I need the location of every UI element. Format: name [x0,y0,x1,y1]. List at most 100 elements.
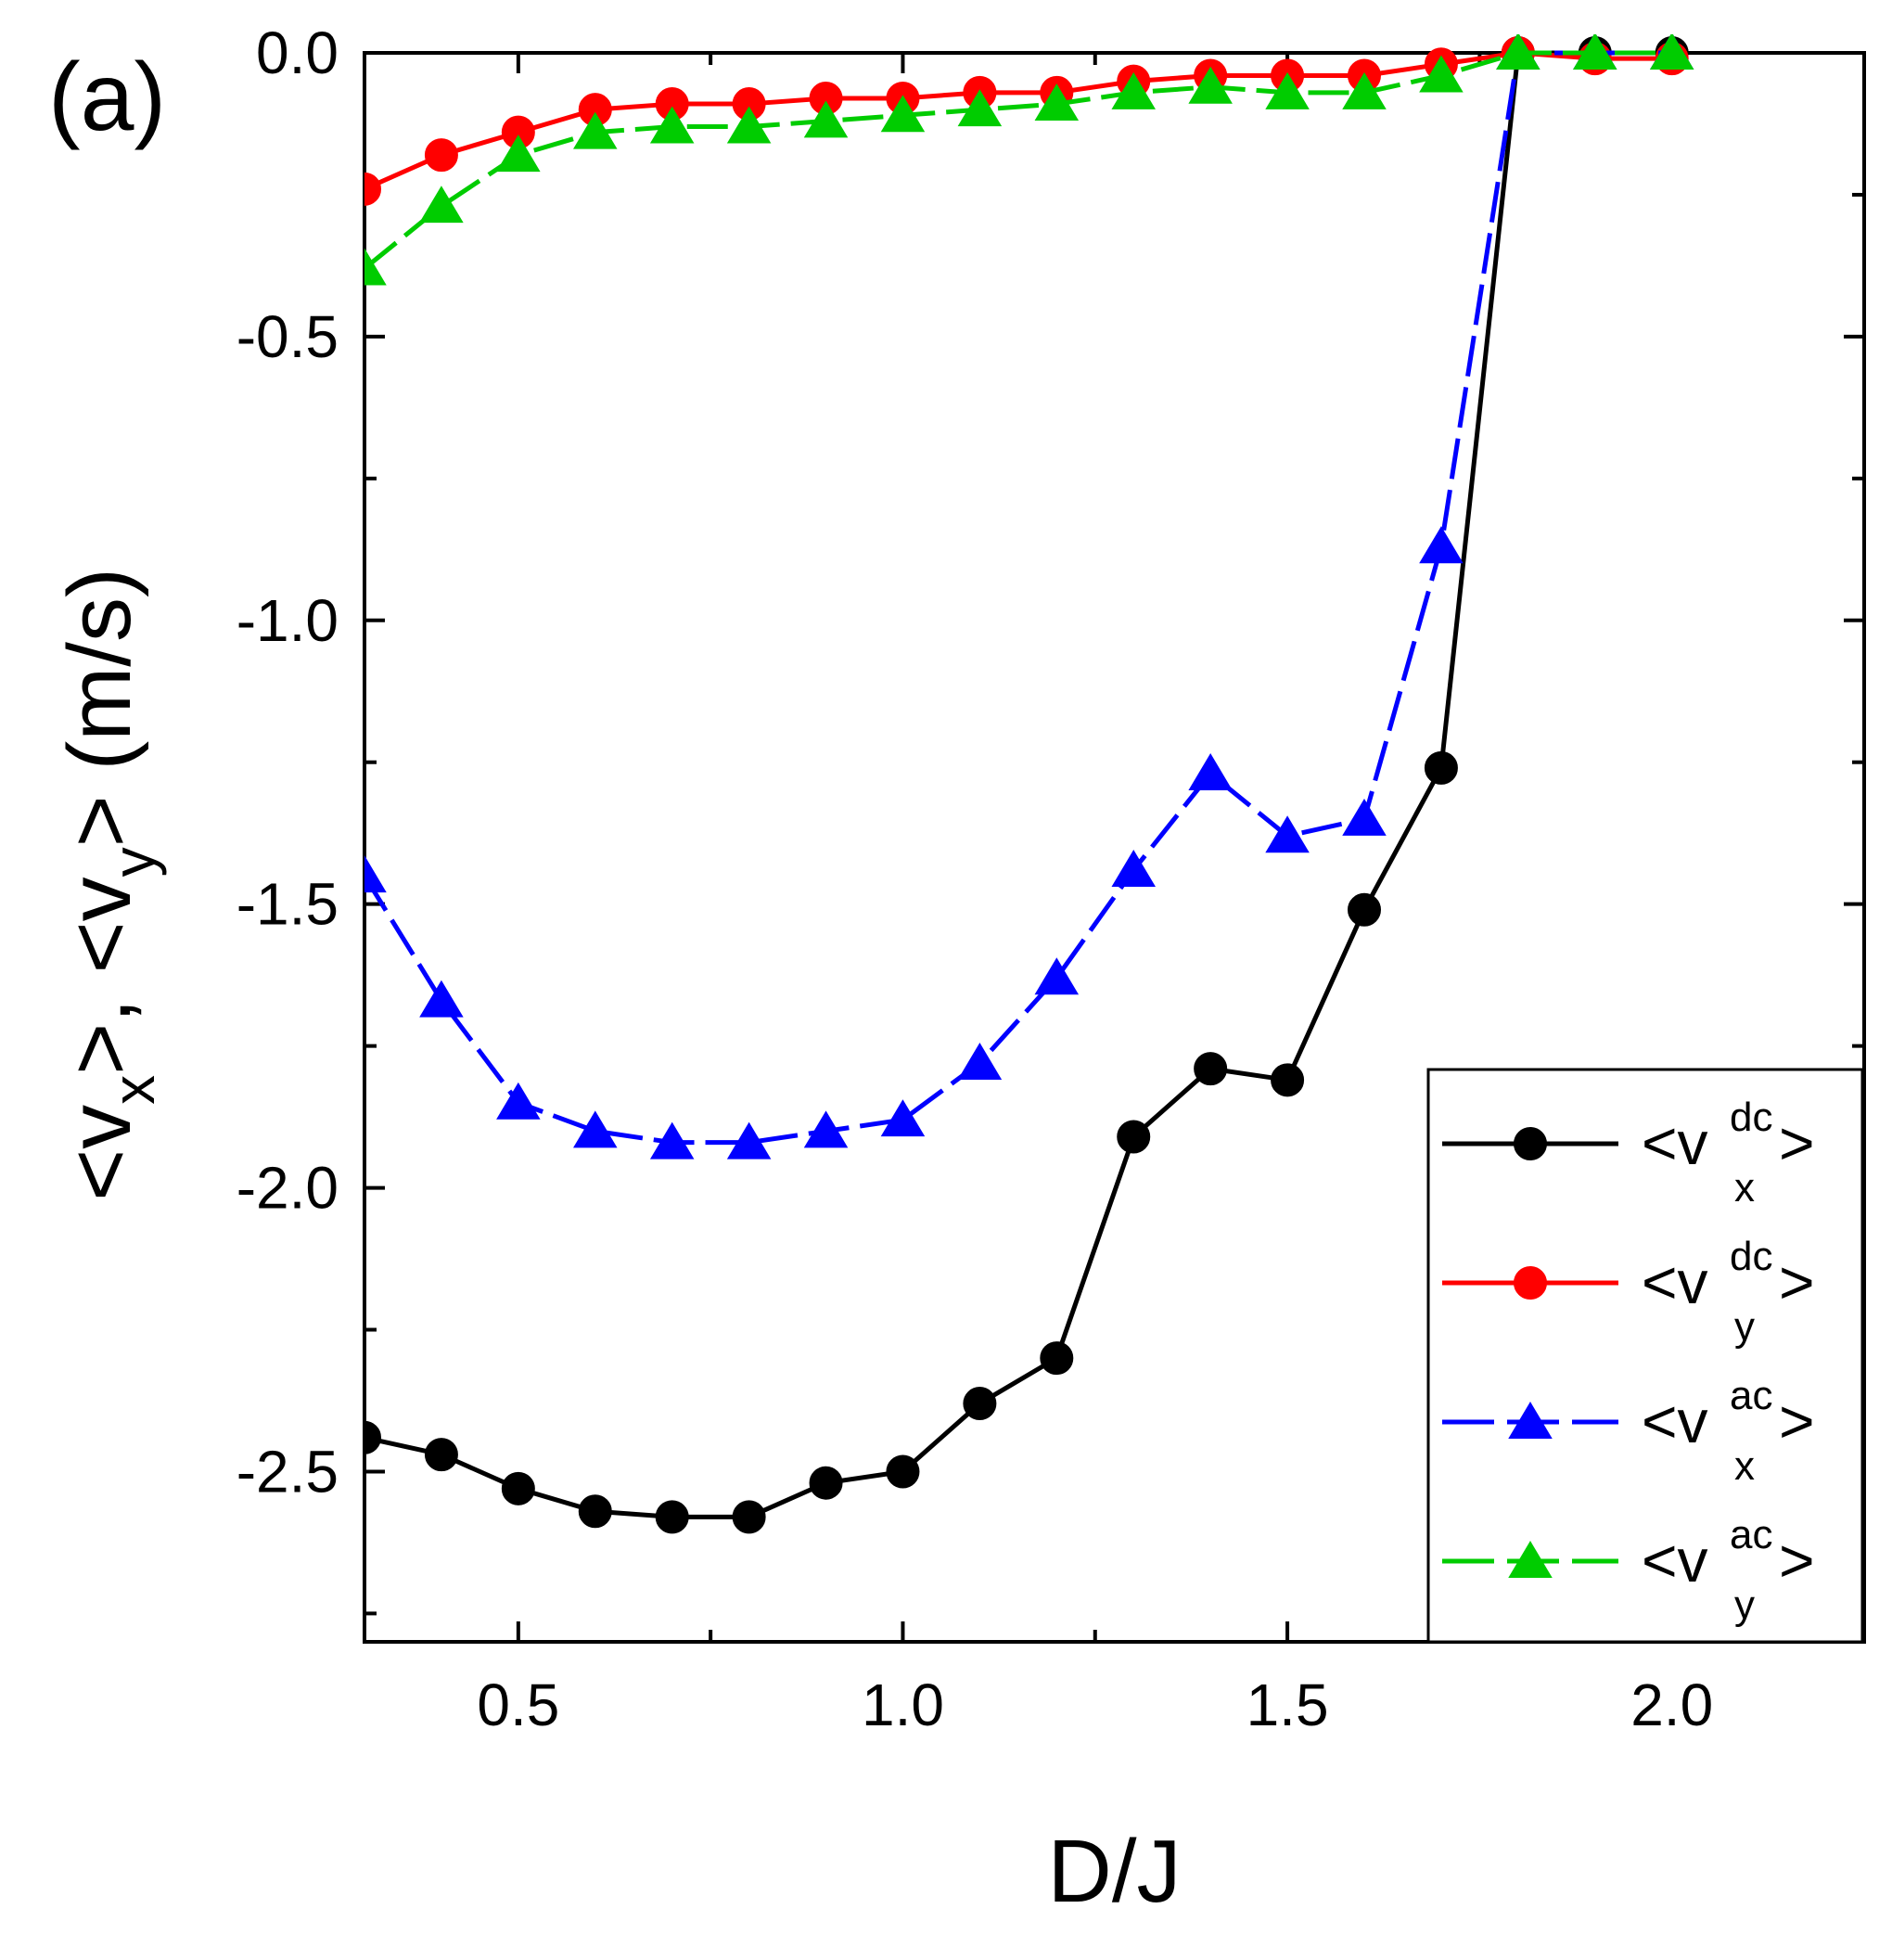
plot-area [363,51,1866,1644]
series-vy_ac [364,34,1694,286]
data-point-vy_dc [364,172,381,206]
data-point-vx_ac [803,1110,849,1148]
data-point-vx_ac [573,1110,618,1148]
data-point-vy_ac [1649,34,1694,70]
x-tick-label: 1.5 [1246,1672,1329,1738]
y-axis-title: <vx>, <vy> (m/s) [50,568,167,1201]
data-point-vx_dc [655,1500,689,1534]
legend-sub-vx_dc: x [1734,1165,1755,1211]
legend-item-vx_dc: <v dc x > [1442,1095,1815,1211]
x-axis-title: D/J [1048,1822,1182,1921]
data-point-vx_dc [364,1420,381,1454]
legend-marker-vy_ac [1508,1541,1553,1578]
y-axis-title-close-x: > [50,1023,149,1075]
legend-close-vy_ac: > [1779,1526,1815,1595]
data-point-vx_dc [1040,1341,1074,1376]
data-point-vy_ac [803,100,849,138]
y-axis-title-sub-x: x [100,1075,167,1105]
data-point-vx_ac [1265,815,1310,853]
legend-marker-vx_dc [1514,1127,1547,1160]
data-point-vx_ac [957,1043,1003,1080]
data-point-vx_dc [1424,750,1458,785]
legend-sup-vy_dc: dc [1730,1234,1772,1279]
data-point-vy_ac [496,135,541,173]
legend-sup-vx_ac: ac [1730,1373,1772,1418]
data-point-vx_ac [1188,753,1233,790]
data-point-vx_dc [1117,1120,1151,1154]
y-tick-label: -1.0 [236,587,339,654]
data-point-vx_dc [1194,1052,1228,1086]
axis-ticks: 0.5 1.0 1.5 2.0 0.0 -0.5 -1.0 -1.5 -2.0 -2.5 [236,19,1866,1738]
data-point-vy_ac [364,248,387,286]
data-point-vy_ac [649,106,695,144]
data-point-vy_ac [1496,34,1540,70]
y-axis-title-open-y: <v [50,877,149,973]
y-axis-title-close-y: > [50,795,149,847]
legend-close-vy_dc: > [1779,1248,1815,1316]
data-point-vx_dc [578,1494,612,1529]
data-point-vx_dc [1348,892,1381,927]
data-point-vy_ac [1188,66,1233,104]
data-point-vx_ac [1419,526,1464,564]
data-point-vx_ac [364,855,387,893]
data-point-vx_dc [886,1454,920,1489]
series-line-vy_ac [364,50,1672,271]
data-point-vy_ac [880,95,926,133]
data-point-vy_ac [957,89,1003,127]
data-point-vy_ac [726,106,772,144]
data-point-vx_dc [1271,1063,1305,1097]
legend-sup-vx_dc: dc [1730,1095,1772,1140]
legend-label-vy_dc: <v [1642,1248,1708,1316]
legend-sub-vy_ac: y [1734,1582,1755,1628]
axis-labels: (a) D/J <vx>, <vy> (m/s) [48,44,1182,1921]
data-point-vx_dc [963,1387,997,1421]
legend-sub-vy_dc: y [1734,1304,1755,1350]
data-point-vx_dc [424,1438,458,1472]
legend-item-vx_ac: <v ac x > [1442,1373,1815,1489]
y-axis-title-unit: (m/s) [50,568,149,795]
data-point-vx_dc [809,1466,843,1500]
data-point-vy_ac [573,111,618,149]
data-point-vy_ac [1265,71,1310,109]
data-point-vy_ac [1111,71,1156,109]
legend: <v dc x > <v dc y > <v ac x > <v ac y > [1426,1068,1864,1644]
legend-sup-vy_ac: ac [1730,1512,1772,1557]
data-point-vy_ac [1573,34,1617,70]
legend-item-vy_ac: <v ac y > [1442,1512,1815,1628]
legend-close-vx_ac: > [1779,1387,1815,1455]
legend-box [1426,1068,1864,1644]
legend-label-vy_ac: <v [1642,1526,1708,1595]
legend-marker-vx_ac [1508,1402,1553,1439]
panel-label: (a) [48,44,166,151]
legend-close-vx_dc: > [1779,1108,1815,1177]
data-point-vx_ac [880,1099,926,1137]
data-point-vx_ac [1342,798,1387,836]
data-point-vy_ac [1034,83,1080,122]
x-tick-label: 2.0 [1630,1672,1713,1738]
series-line-vy_dc [364,50,1672,192]
legend-sub-vx_ac: x [1734,1443,1755,1489]
y-tick-label: -2.5 [236,1438,339,1505]
series-vx_ac [364,34,1694,1159]
y-tick-label: -2.0 [236,1155,339,1222]
y-tick-label: 0.0 [256,19,339,86]
legend-label-vx_ac: <v [1642,1387,1708,1455]
y-tick-label: -0.5 [236,303,339,370]
data-series [364,34,1694,1534]
y-axis-title-open-x: <v [50,1105,149,1201]
data-point-vy_dc [424,138,458,173]
data-point-vx_dc [732,1500,766,1534]
series-line-vx_ac [364,50,1672,1146]
legend-label-vx_dc: <v [1642,1108,1708,1177]
y-tick-label: -1.5 [236,871,339,938]
x-tick-label: 0.5 [477,1672,559,1738]
data-point-vx_dc [501,1471,535,1505]
y-axis-title-sub-y: y [100,847,167,877]
data-point-vx_ac [419,980,464,1018]
data-point-vx_ac [1034,957,1080,995]
data-point-vy_ac [1419,55,1464,93]
plot-frame [363,51,1866,1644]
legend-item-vy_dc: <v dc y > [1442,1234,1815,1350]
